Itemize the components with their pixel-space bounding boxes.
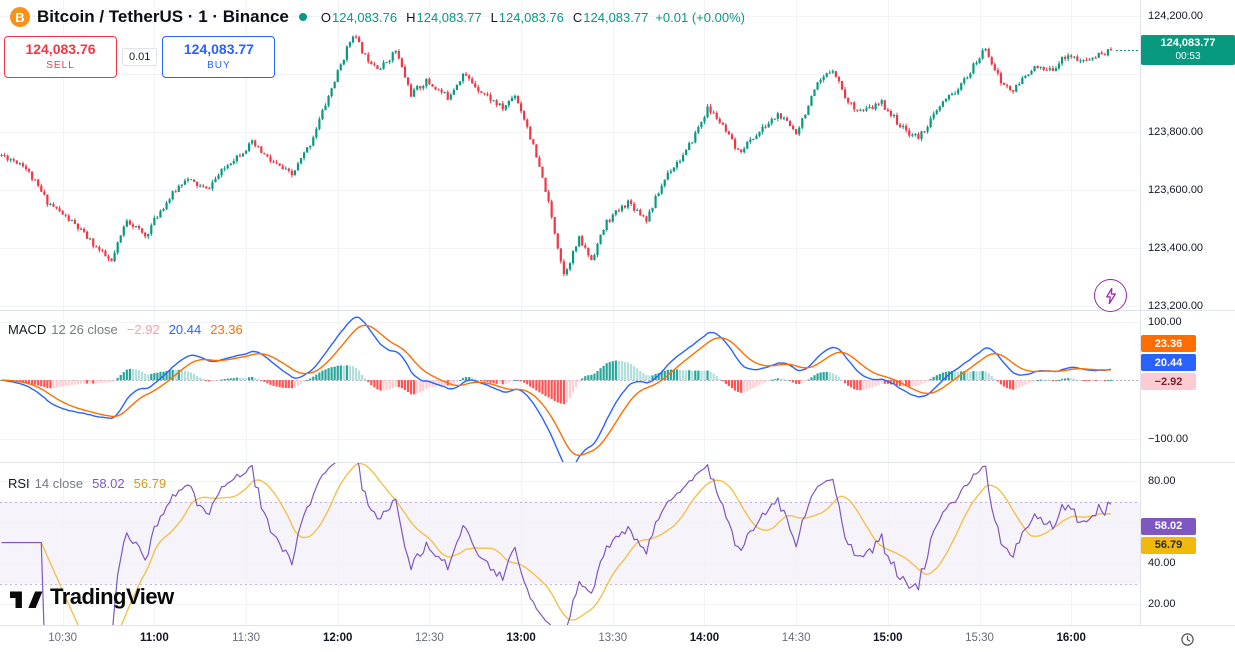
change-value: +0.01 (+0.00%): [655, 9, 745, 25]
sell-label: SELL: [46, 59, 75, 71]
bar-countdown: 00:53: [1175, 50, 1201, 62]
axis-label: −100.00: [1148, 432, 1189, 445]
rsi-ma-value: 56.79: [133, 476, 167, 491]
macd-line-value: 20.44: [168, 322, 202, 337]
rsi-badge: 58.02: [1141, 517, 1196, 535]
macd-hist-badge: −2.92: [1141, 373, 1196, 391]
symbol-legend: B Bitcoin / TetherUS · 1 · Binance O 124,…: [10, 7, 745, 27]
axis-label: 80.00: [1148, 475, 1176, 488]
macd-legend[interactable]: MACD 12 26 close −2.92 20.44 23.36: [8, 322, 243, 337]
time-axis-label: 13:00: [506, 632, 536, 644]
spread-value: 0.01: [122, 48, 158, 66]
macd-params: 12 26 close: [51, 322, 118, 337]
time-axis-label: 11:30: [232, 632, 260, 644]
high-value: 124,083.77: [416, 9, 482, 25]
instant-trading-button[interactable]: [1094, 279, 1127, 312]
open-label: O: [320, 9, 332, 25]
time-axis-label: 14:30: [781, 632, 811, 644]
price-scale[interactable]: 124,200.00 123,800.00 123,600.00 123,400.00…: [1140, 0, 1235, 625]
bitcoin-icon-letter: B: [15, 9, 25, 25]
time-axis-label: 16:00: [1056, 632, 1086, 644]
bitcoin-icon: B: [10, 7, 30, 27]
time-scale[interactable]: 10:30 11:00 11:30 12:00 12:30 13:00 13:30 14:00…: [0, 625, 1235, 652]
axis-label: 100.00: [1148, 315, 1182, 328]
time-axis-label: 13:30: [598, 632, 628, 644]
axis-label: 123,200.00: [1148, 299, 1204, 312]
tradingview-logo[interactable]: TradingView: [10, 584, 174, 610]
close-label: C: [572, 9, 583, 25]
macd-pane[interactable]: [0, 310, 1140, 462]
ohlc-values: O 124,083.76 H 124,083.77 L 124,083.76 C 124…: [307, 10, 745, 25]
buy-sell-widget: 124,083.76 SELL 0.01 124,083.77 BUY: [4, 36, 276, 78]
buy-label: BUY: [207, 59, 231, 71]
rsi-legend[interactable]: RSI 14 close 58.02 56.79: [8, 476, 166, 491]
close-value: 124,083.77: [583, 9, 649, 25]
timezone-clock-icon[interactable]: [1180, 632, 1195, 647]
time-axis-label: 12:00: [323, 632, 353, 644]
macd-hist-value: −2.92: [126, 322, 160, 337]
time-axis-label: 14:00: [689, 632, 720, 644]
axis-label: 124,200.00: [1148, 9, 1204, 22]
rsi-value: 58.02: [92, 476, 125, 491]
axis-label: 123,600.00: [1148, 183, 1204, 196]
sell-button[interactable]: 124,083.76 SELL: [4, 36, 117, 78]
open-value: 124,083.76: [332, 9, 398, 25]
last-price-badge: 124,083.77 00:53: [1141, 34, 1235, 65]
time-axis-label: 15:30: [965, 632, 994, 644]
axis-label: 123,400.00: [1148, 241, 1204, 254]
macd-signal-badge: 23.36: [1141, 335, 1196, 353]
macd-title[interactable]: MACD: [8, 322, 47, 337]
last-price-value: 124,083.77: [1160, 36, 1216, 49]
time-axis-label: 12:30: [415, 632, 444, 644]
rsi-params: 14 close: [34, 476, 84, 491]
tradingview-logo-text: TradingView: [50, 584, 174, 609]
lightning-icon: [1105, 287, 1116, 304]
time-axis-label: 15:00: [873, 632, 903, 644]
buy-button[interactable]: 124,083.77 BUY: [162, 36, 276, 78]
rsi-ma-badge: 56.79: [1141, 536, 1196, 554]
axis-label: 40.00: [1148, 557, 1176, 570]
sell-price: 124,083.76: [25, 40, 96, 57]
low-value: 124,083.76: [498, 9, 564, 25]
high-label: H: [406, 9, 416, 25]
pane-separator[interactable]: [0, 462, 1235, 463]
symbol-title[interactable]: Bitcoin / TetherUS · 1 · Binance: [37, 7, 289, 26]
macd-signal-value: 23.36: [210, 322, 243, 337]
axis-label: 123,800.00: [1148, 125, 1204, 138]
market-status-dot[interactable]: [298, 13, 307, 21]
tradingview-logo-icon: [10, 591, 43, 608]
axis-label: 20.00: [1148, 598, 1176, 611]
pane-separator[interactable]: [0, 310, 1235, 311]
rsi-pane[interactable]: [0, 462, 1140, 625]
low-label: L: [490, 9, 498, 25]
rsi-title[interactable]: RSI: [8, 476, 30, 491]
buy-price: 124,083.77: [183, 40, 254, 57]
time-axis-label: 11:00: [139, 632, 169, 644]
time-axis-label: 10:30: [48, 632, 78, 644]
macd-line-badge: 20.44: [1141, 354, 1196, 372]
